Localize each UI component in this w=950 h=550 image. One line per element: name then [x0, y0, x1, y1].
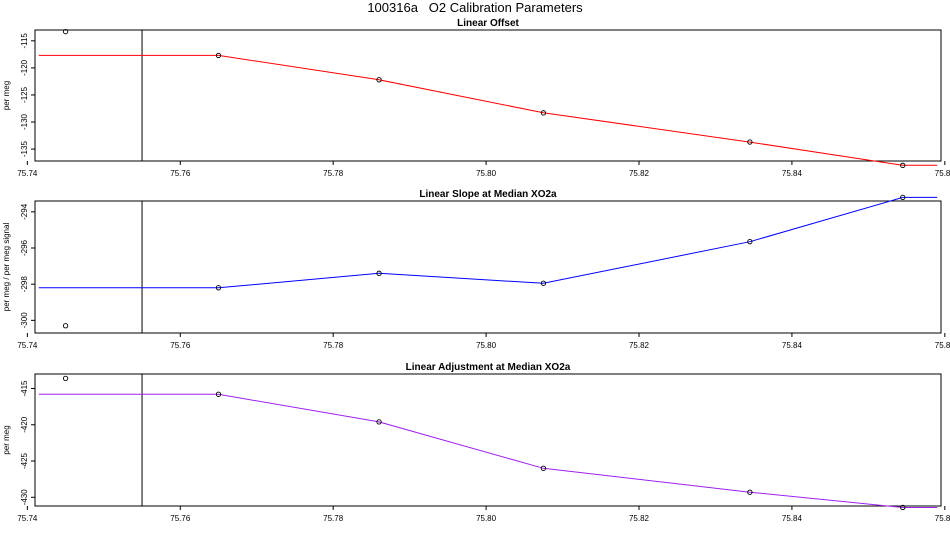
y-tick-label: -425	[20, 452, 29, 469]
y-axis-label: per meg	[2, 425, 11, 454]
data-point	[747, 139, 753, 145]
data-point	[747, 239, 753, 245]
x-tick-label: 75.80	[476, 169, 497, 178]
x-tick-label: 75.78	[323, 514, 344, 523]
x-tick-label: 75.78	[323, 169, 344, 178]
panel-3: Linear Adjustment at Median XO2a 75.74 75.…	[2, 362, 950, 523]
x-tick-label: 75.84	[782, 169, 803, 178]
x-tick-label: 75.78	[323, 341, 344, 350]
y-axis-label: per meg	[2, 81, 11, 110]
y-tick-label: -120	[20, 59, 29, 76]
x-tick-label: 75.82	[629, 341, 650, 350]
y-tick-label: -135	[20, 141, 29, 158]
x-tick-label: 75.86	[935, 169, 950, 178]
y-tick-label: -430	[20, 489, 29, 506]
y-tick-label: -296	[20, 239, 29, 256]
data-point	[900, 504, 906, 511]
x-tick-label: 75.84	[782, 514, 803, 523]
data-point	[376, 270, 382, 276]
x-tick-label: 75.86	[935, 514, 950, 523]
data-point	[540, 280, 547, 286]
data-point	[900, 162, 906, 168]
figure-title: 100316a O2 Calibration Parameters	[367, 0, 583, 15]
data-point	[540, 110, 547, 116]
data-point	[747, 489, 753, 495]
x-tick-label: 75.80	[476, 341, 497, 350]
x-tick-label: 75.84	[782, 341, 803, 350]
y-tick-label: -300	[20, 312, 29, 329]
series-line	[38, 393, 938, 508]
y-tick-label: -125	[20, 86, 29, 103]
x-tick-label: 75.82	[629, 169, 650, 178]
y-tick-label: -298	[20, 276, 29, 293]
x-tick-label: 75.76	[170, 341, 191, 350]
x-tick-label: 75.74	[17, 169, 38, 178]
data-point	[376, 419, 382, 425]
panel-title: Linear Offset	[457, 18, 519, 29]
data-point	[215, 285, 222, 291]
data-point	[215, 391, 222, 397]
x-tick-label: 75.86	[935, 341, 950, 350]
x-tick-label: 75.76	[170, 514, 191, 523]
data-point	[62, 323, 69, 329]
plot-frame	[34, 29, 942, 162]
data-point	[215, 52, 222, 59]
panel-title: Linear Adjustment at Median XO2a	[406, 362, 571, 373]
x-tick-label: 75.74	[17, 514, 38, 523]
plot-frame	[34, 200, 942, 334]
series-line	[38, 196, 938, 289]
x-tick-label: 75.82	[629, 514, 650, 523]
y-tick-label: -415	[20, 380, 29, 397]
y-tick-label: -130	[20, 113, 29, 130]
x-tick-label: 75.76	[170, 169, 191, 178]
plot-frame	[34, 373, 942, 507]
data-point	[62, 375, 69, 382]
data-point	[376, 77, 382, 83]
y-tick-label: -420	[20, 416, 29, 433]
panel-title: Linear Slope at Median XO2a	[419, 189, 557, 200]
y-tick-label: -115	[20, 33, 29, 49]
x-tick-label: 75.74	[17, 341, 38, 350]
series-line	[38, 54, 938, 166]
data-point	[900, 194, 906, 201]
y-tick-label: -294	[20, 203, 29, 220]
data-point	[540, 465, 547, 471]
panel-2: Linear Slope at Median XO2a 75.74 75.76 75.…	[2, 189, 950, 350]
x-tick-label: 75.80	[476, 514, 497, 523]
data-point	[62, 28, 69, 35]
panel-1: Linear Offset 75.74 75.76 75.78 75.80 75.82 75…	[2, 18, 950, 178]
y-axis-label: per meg / per meg signal	[2, 223, 11, 312]
